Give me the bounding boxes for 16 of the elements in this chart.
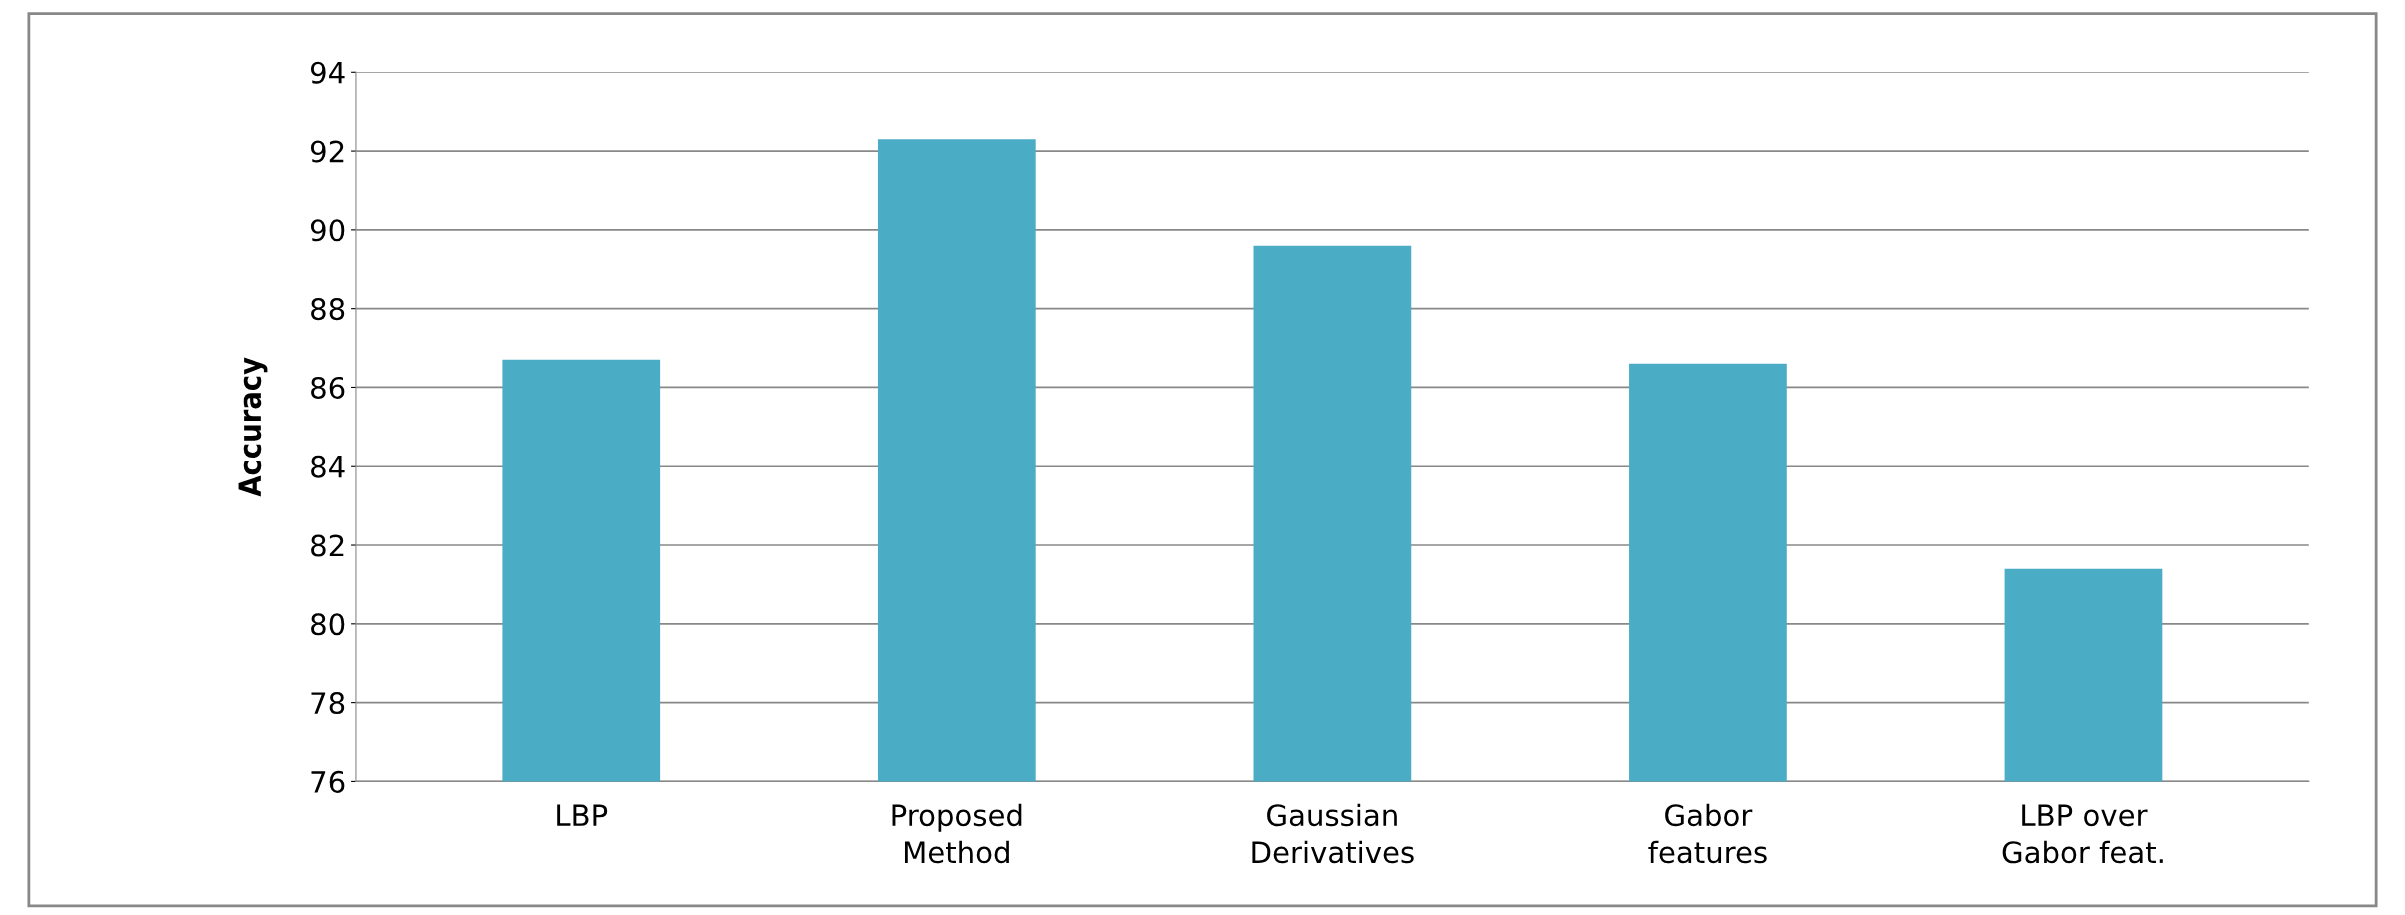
y-tick-label: 88 xyxy=(311,298,345,321)
y-tick-label: 80 xyxy=(311,613,345,636)
y-tick-label: 82 xyxy=(311,534,344,557)
x-tick-label: Proposed Method xyxy=(892,803,1022,864)
y-tick-label: 84 xyxy=(311,455,345,478)
y-tick-label: 92 xyxy=(310,140,344,163)
y-tick-label: 76 xyxy=(311,770,345,793)
y-tick-label: 78 xyxy=(311,692,345,715)
x-tick-label: Gaussian Derivatives xyxy=(1252,803,1414,864)
x-tick-label: Gabor features xyxy=(1648,803,1767,864)
y-tick-label: 90 xyxy=(310,219,345,242)
x-tick-label: LBP xyxy=(557,804,608,826)
y-tick-label: 94 xyxy=(310,61,345,84)
y-axis-title: Accuracy xyxy=(238,357,268,497)
x-tick-label: LBP over Gabor feat. xyxy=(2002,804,2163,864)
y-tick-label: 86 xyxy=(311,376,345,399)
